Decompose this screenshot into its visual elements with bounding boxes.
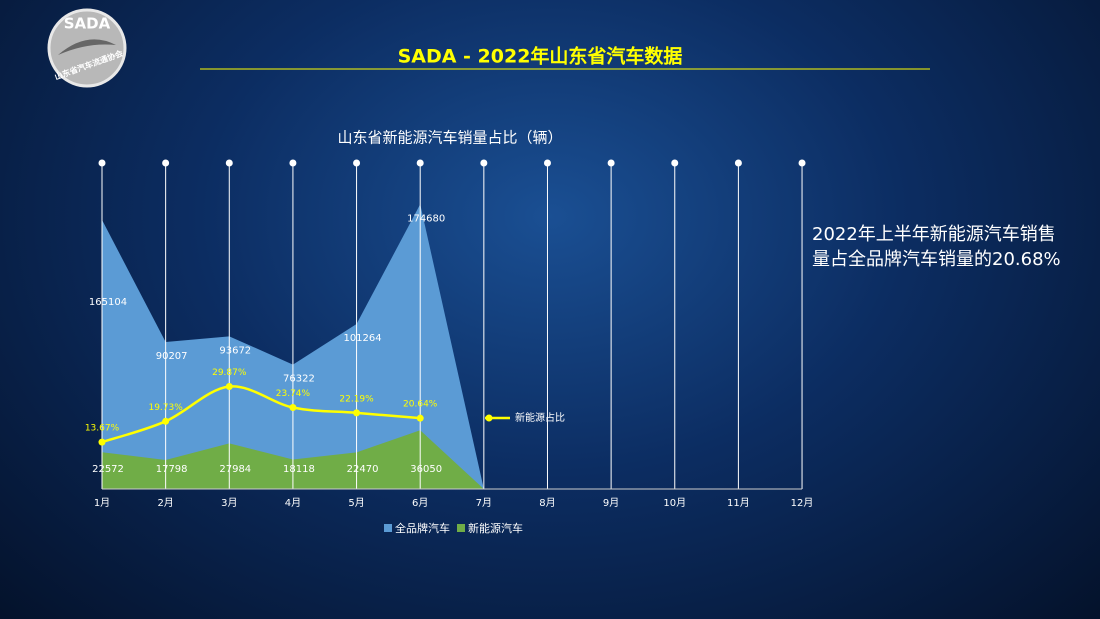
x-tick-label: 1月 (94, 497, 110, 509)
legend-label: 新能源占比 (515, 411, 565, 424)
chart-title: 山东省新能源汽车销量占比（辆） (337, 129, 562, 147)
annotation: 2022年上半年新能源汽车销售量占全品牌汽车销量的20.68% (812, 224, 1061, 270)
legend-dot (485, 414, 493, 422)
legend-label: 新能源汽车 (468, 521, 523, 535)
line-point (162, 417, 170, 425)
data-label: 101264 (343, 333, 381, 344)
grid-dot (162, 159, 170, 167)
data-label: 93672 (219, 345, 251, 356)
data-label: 90207 (156, 351, 188, 362)
grid-dot (607, 159, 615, 167)
x-tick-label: 6月 (412, 497, 428, 509)
x-tick-label: 7月 (476, 497, 492, 509)
x-tick-label: 12月 (791, 497, 814, 509)
annotation-box: 2022年上半年新能源汽车销售量占全品牌汽车销量的20.68% (812, 224, 1061, 270)
grid-dot (416, 159, 424, 167)
line-point (416, 414, 424, 422)
area (102, 204, 484, 489)
logo-name: SADA (64, 15, 111, 33)
grid-dot (98, 159, 106, 167)
slide-title: SADA - 2022年山东省汽车数据 (398, 45, 683, 68)
line-point (289, 404, 297, 412)
grid-dot (543, 159, 551, 167)
logo: SADA 山东省汽车流通协会 (47, 8, 127, 88)
data-label: 22572 (92, 464, 124, 475)
x-tick-label: 10月 (663, 497, 686, 509)
legend-swatch (384, 524, 392, 532)
grid-dot (353, 159, 361, 167)
legend-label: 全品牌汽车 (395, 521, 450, 535)
x-tick-label: 2月 (157, 497, 173, 509)
data-label: 174680 (407, 213, 445, 224)
x-tick-label: 5月 (348, 497, 364, 509)
data-label: 22.19% (339, 394, 374, 404)
data-label: 76322 (283, 374, 315, 385)
grid-dot (480, 159, 488, 167)
legend-swatch (457, 524, 465, 532)
grid-dot (225, 159, 233, 167)
data-label: 20.64% (403, 400, 438, 410)
logo-badge (47, 8, 127, 88)
data-label: 29.87% (212, 368, 247, 378)
logo-swoosh (58, 39, 116, 55)
x-tick-label: 9月 (603, 497, 619, 509)
data-label: 18118 (283, 464, 315, 475)
data-label: 165104 (89, 297, 127, 308)
data-label: 23.74% (276, 389, 311, 399)
line-point (98, 438, 106, 446)
data-label: 27984 (219, 464, 251, 475)
grid-dot (734, 159, 742, 167)
data-label: 17798 (156, 464, 188, 475)
data-label: 13.67% (85, 424, 120, 434)
data-label: 36050 (410, 464, 442, 475)
x-tick-label: 11月 (727, 497, 750, 509)
x-tick-label: 8月 (539, 497, 555, 509)
line-point (353, 409, 361, 417)
x-tick-label: 4月 (285, 497, 301, 509)
grid-dot (798, 159, 806, 167)
data-label: 22470 (347, 464, 379, 475)
x-tick-label: 3月 (221, 497, 237, 509)
line-point (225, 382, 233, 390)
data-label: 19.73% (148, 403, 183, 413)
grid-dot (289, 159, 297, 167)
grid-dot (671, 159, 679, 167)
